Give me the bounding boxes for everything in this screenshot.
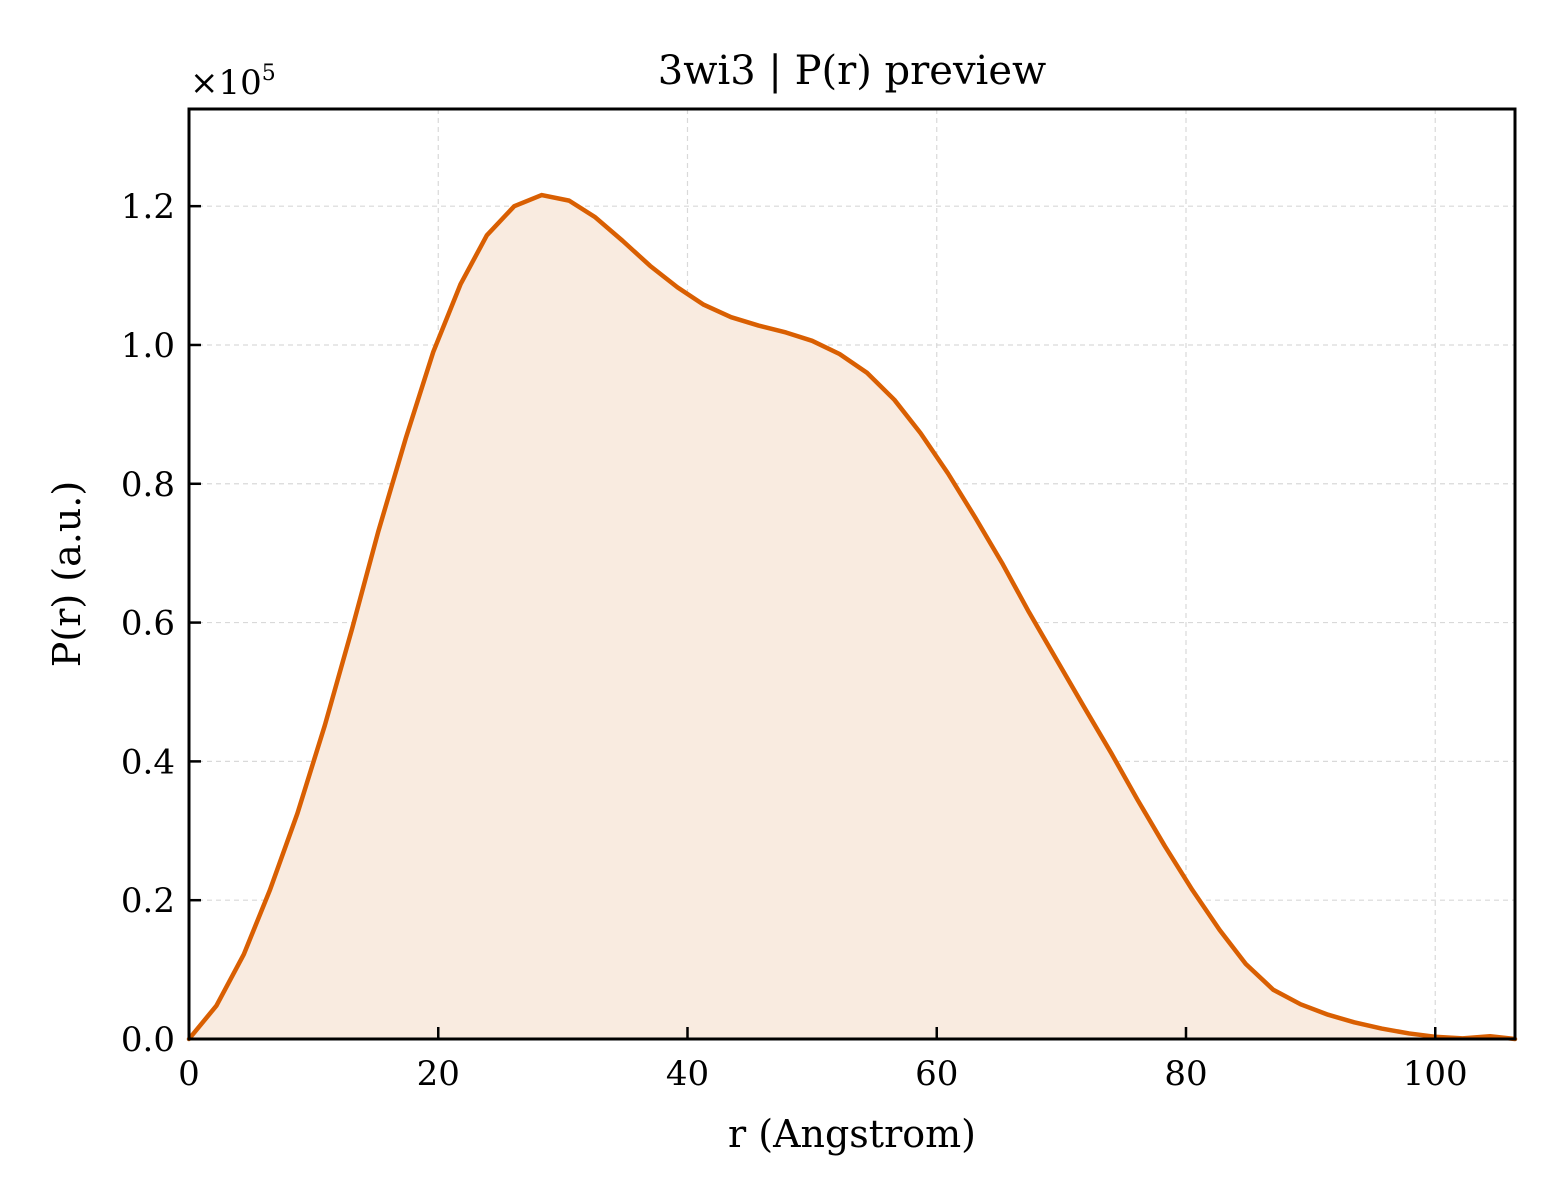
x-tick-label: 40 bbox=[666, 1054, 709, 1094]
pr-series-line bbox=[186, 192, 1518, 1042]
y-axis-multiplier-base: ×10 bbox=[190, 63, 262, 103]
y-axis-multiplier: ×105 bbox=[190, 61, 276, 103]
y-axis-title: P(r) (a.u.) bbox=[45, 481, 89, 667]
x-axis-title: r (Angstrom) bbox=[728, 1112, 976, 1156]
y-tick-label: 1.0 bbox=[121, 326, 175, 366]
y-tick-label: 1.2 bbox=[121, 187, 175, 227]
y-axis-multiplier-exponent: 5 bbox=[262, 61, 276, 86]
axes-frame bbox=[187, 107, 1517, 1041]
x-tick-label: 80 bbox=[1164, 1054, 1207, 1094]
x-tick-label: 0 bbox=[178, 1054, 200, 1094]
x-tick-label: 20 bbox=[417, 1054, 460, 1094]
y-tick-labels: 0.0 0.2 0.4 0.6 0.8 1.0 1.2 bbox=[121, 187, 175, 1060]
y-tick-label: 0.2 bbox=[121, 881, 175, 921]
y-tick-label: 0.0 bbox=[121, 1020, 175, 1060]
x-tick-label: 100 bbox=[1403, 1054, 1468, 1094]
plot-area bbox=[186, 192, 1518, 1042]
x-tick-label: 60 bbox=[915, 1054, 958, 1094]
y-tick-label: 0.6 bbox=[121, 604, 175, 644]
area-fill bbox=[189, 195, 1515, 1039]
y-tick-label: 0.8 bbox=[121, 465, 175, 505]
chart-title: 3wi3 | P(r) preview bbox=[658, 48, 1047, 94]
x-tick-labels: 0 20 40 60 80 100 bbox=[178, 1054, 1468, 1094]
y-tick-label: 0.4 bbox=[121, 742, 175, 782]
